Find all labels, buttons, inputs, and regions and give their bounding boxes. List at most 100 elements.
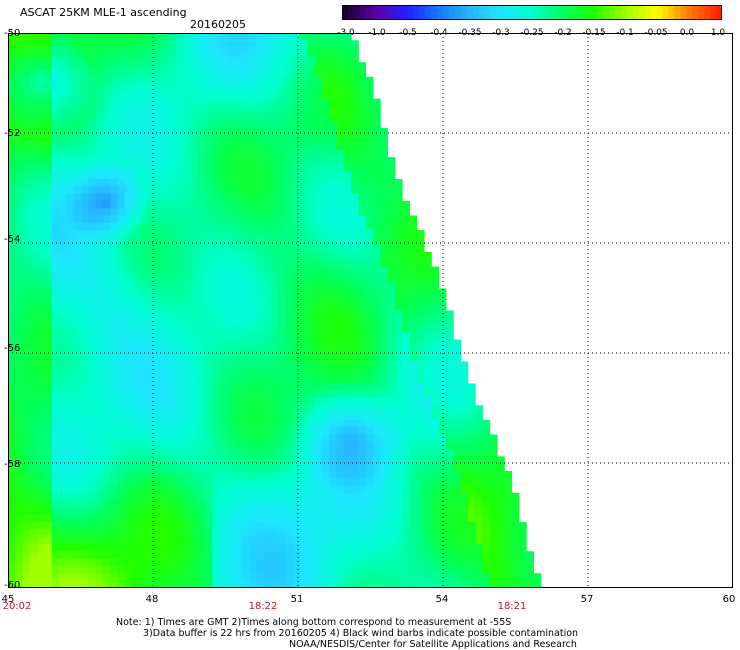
data-cell (66, 54, 75, 63)
data-cell (241, 113, 250, 121)
data-cell (424, 485, 432, 494)
data-cell (168, 332, 177, 340)
data-cell (110, 398, 118, 406)
data-cell (453, 434, 461, 443)
data-cell (59, 456, 67, 465)
data-cell (102, 558, 111, 567)
data-cell (256, 179, 264, 187)
data-cell (110, 354, 118, 362)
data-cell (190, 281, 199, 289)
data-cell (307, 266, 315, 275)
data-cell (161, 171, 169, 180)
data-cell (183, 456, 191, 465)
data-cell (95, 580, 104, 588)
data-cell (146, 98, 155, 107)
data-cell (15, 295, 23, 304)
data-cell (278, 288, 286, 297)
data-cell (154, 339, 162, 348)
data-cell (431, 346, 440, 355)
data-cell (285, 478, 294, 486)
data-cell (453, 449, 461, 457)
data-cell (154, 522, 162, 530)
data-cell (168, 507, 177, 516)
data-cell (22, 200, 31, 209)
data-cell (212, 405, 221, 413)
data-cell (489, 485, 498, 494)
data-cell (431, 449, 440, 457)
data-cell (102, 565, 111, 574)
data-cell (343, 76, 352, 85)
data-cell (351, 259, 359, 267)
data-cell (110, 106, 118, 114)
data-cell (15, 354, 23, 362)
data-cell (365, 259, 374, 267)
data-cell (117, 98, 126, 107)
data-cell (321, 237, 330, 246)
data-cell (416, 281, 425, 289)
data-cell (453, 346, 461, 355)
data-cell (205, 368, 213, 377)
data-cell (168, 33, 177, 41)
data-cell (270, 157, 279, 165)
color-scale-segment (460, 5, 468, 20)
data-cell (424, 288, 432, 297)
data-cell (15, 244, 23, 253)
data-cell (307, 368, 315, 377)
data-cell (278, 273, 286, 282)
data-cell (154, 485, 162, 494)
data-cell (351, 522, 359, 530)
data-cell (263, 551, 272, 559)
data-cell (270, 230, 279, 238)
data-cell (373, 317, 381, 326)
data-cell (343, 317, 352, 326)
data-cell (81, 193, 89, 202)
data-cell (387, 346, 396, 355)
data-cell (438, 456, 447, 465)
data-cell (51, 62, 60, 70)
data-cell (175, 186, 184, 194)
data-cell (161, 346, 169, 355)
data-cell (285, 463, 294, 472)
data-cell (343, 507, 352, 516)
data-cell (29, 485, 38, 494)
data-cell (15, 325, 23, 333)
data-cell (365, 544, 374, 552)
data-cell (219, 179, 228, 187)
data-cell (117, 507, 126, 516)
data-cell (168, 266, 177, 275)
data-cell (227, 310, 235, 319)
data-cell (241, 244, 250, 253)
data-cell (519, 522, 527, 530)
data-cell (285, 215, 294, 224)
data-cell (329, 47, 337, 56)
data-cell (402, 303, 410, 311)
data-cell (336, 208, 345, 216)
data-cell (227, 339, 235, 348)
data-cell (336, 142, 345, 151)
data-cell (205, 522, 213, 530)
data-cell (278, 551, 286, 559)
data-cell (146, 69, 155, 78)
data-cell (205, 244, 213, 253)
data-cell (161, 492, 169, 501)
data-cell (44, 281, 53, 289)
data-cell (358, 273, 367, 282)
data-cell (431, 441, 440, 450)
data-cell (37, 127, 45, 136)
data-cell (300, 471, 308, 479)
data-cell (416, 288, 425, 297)
data-cell (460, 456, 469, 465)
data-cell (37, 485, 45, 494)
data-cell (409, 288, 418, 297)
data-cell (37, 325, 45, 333)
data-cell (241, 266, 250, 275)
data-cell (431, 478, 440, 486)
data-cell (416, 507, 425, 516)
data-cell (219, 40, 228, 48)
color-scale-bar (342, 5, 722, 20)
data-cell (365, 529, 374, 538)
data-cell (394, 376, 403, 384)
data-cell (336, 580, 345, 588)
data-cell (205, 266, 213, 275)
data-cell (307, 259, 315, 267)
